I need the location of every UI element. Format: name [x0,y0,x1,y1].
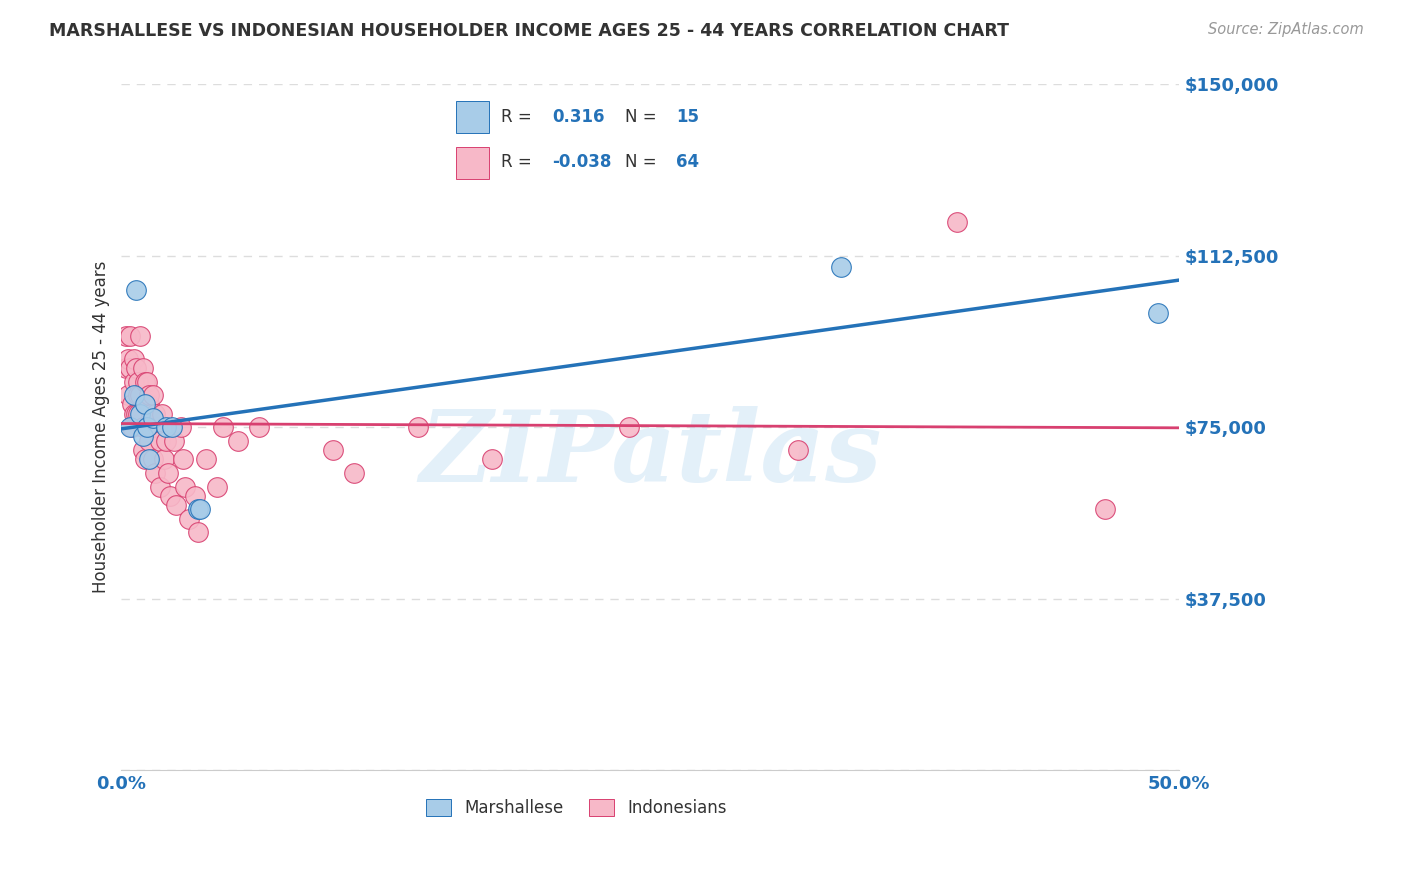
Point [155,434,177,448]
Point [163,434,186,448]
Point [125,360,148,375]
Point [142,411,165,425]
Point [134,375,156,389]
Point [406,420,429,434]
Point [129,407,152,421]
Point [160,420,183,434]
Point [946,214,969,228]
Point [134,397,156,411]
Point [787,443,810,458]
Text: Source: ZipAtlas.com: Source: ZipAtlas.com [1208,22,1364,37]
Point [138,452,160,467]
Point [1094,502,1116,516]
Point [226,434,249,448]
Point [127,407,149,421]
Point [114,328,136,343]
Point [122,407,145,421]
Point [135,375,157,389]
Text: MARSHALLESE VS INDONESIAN HOUSEHOLDER INCOME AGES 25 - 44 YEARS CORRELATION CHAR: MARSHALLESE VS INDONESIAN HOUSEHOLDER IN… [49,22,1010,40]
Point [143,466,166,480]
Point [138,397,160,411]
Point [114,360,136,375]
Point [131,443,153,458]
Point [481,452,503,467]
Point [322,443,344,458]
Point [159,489,181,503]
Point [134,452,156,467]
Point [129,388,152,402]
Point [135,420,157,434]
Point [172,452,194,467]
Point [127,375,149,389]
Point [121,420,143,434]
Point [138,388,160,402]
Point [125,283,148,297]
Text: ZIPatlas: ZIPatlas [419,407,882,503]
Point [139,407,162,421]
Point [135,420,157,434]
Point [121,397,143,411]
Legend: Marshallese, Indonesians: Marshallese, Indonesians [419,792,733,823]
Point [150,407,173,421]
Point [156,466,179,480]
Point [118,328,141,343]
Point [155,420,177,434]
Point [184,489,207,503]
Point [247,420,270,434]
Point [142,452,165,467]
Point [142,388,165,402]
Point [148,480,170,494]
Point [117,351,139,366]
Point [187,525,209,540]
Point [343,466,366,480]
Point [131,420,153,434]
Point [195,452,218,467]
Point [187,502,209,516]
Point [131,429,153,443]
Point [830,260,852,275]
Point [127,388,149,402]
Point [131,360,153,375]
Point [148,434,170,448]
Point [174,480,197,494]
Point [122,351,145,366]
Point [118,360,141,375]
Point [122,375,145,389]
Point [129,328,152,343]
Point [125,407,148,421]
Point [138,434,160,448]
Point [205,480,228,494]
Point [139,420,162,434]
Point [146,420,169,434]
Point [619,420,641,434]
Point [135,397,157,411]
Point [152,452,174,467]
Point [1147,306,1170,320]
Point [143,407,166,421]
Point [212,420,235,434]
Point [117,388,139,402]
Point [165,498,187,512]
Point [179,511,201,525]
Point [118,420,141,434]
Point [188,502,211,516]
Point [122,388,145,402]
Y-axis label: Householder Income Ages 25 - 44 years: Householder Income Ages 25 - 44 years [93,261,110,593]
Point [170,420,193,434]
